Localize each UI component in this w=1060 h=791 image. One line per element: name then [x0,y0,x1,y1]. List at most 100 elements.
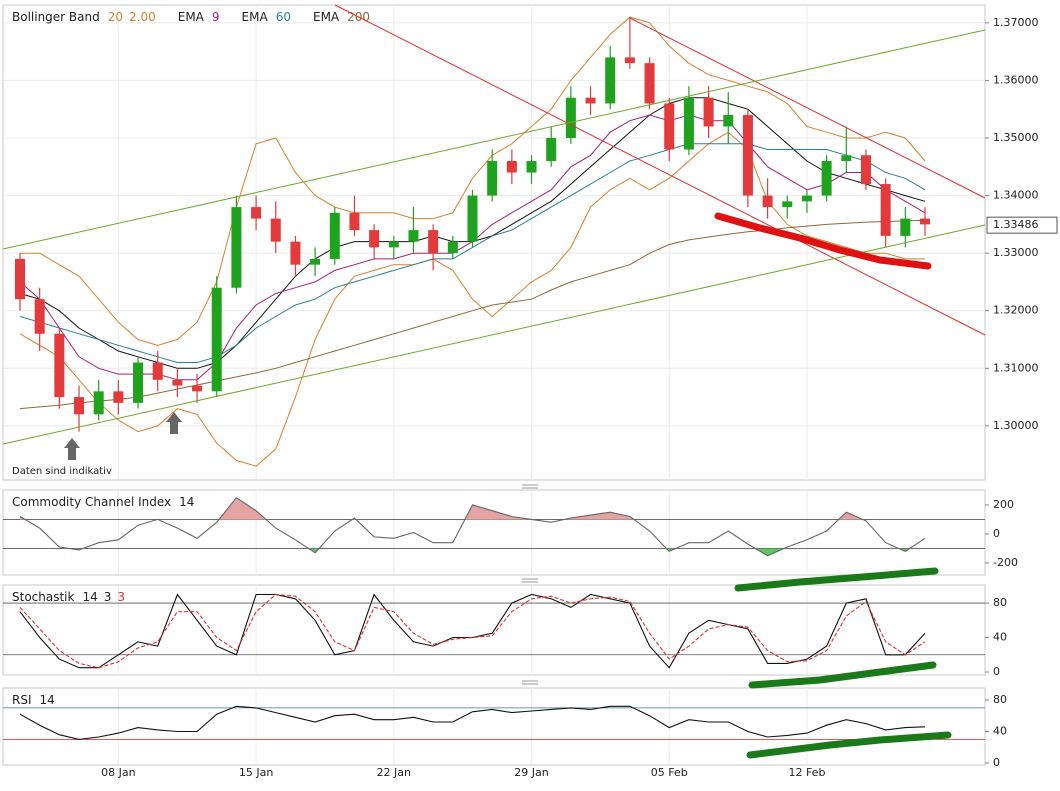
legend-param: 60 [276,10,291,24]
candle-body [211,287,222,392]
candle-body [231,207,242,288]
candle-body [821,161,832,196]
panel-frame [2,489,986,576]
y-tick-label: 1.31000 [993,361,1039,374]
y-tick-label: 0 [993,665,1000,678]
candle-body [113,391,124,403]
candle-body [428,230,439,254]
candle-body [34,299,45,334]
drawn-stroke [734,567,939,592]
candle-body [192,385,203,392]
candle-body [408,230,419,242]
candle-body [467,195,478,242]
candle-body [624,57,635,64]
legend-param: 14 [179,495,194,509]
y-tick-label: -200 [993,556,1018,569]
legend-name: EMA [313,10,340,24]
panel-frame [2,687,986,766]
candle-body [703,97,714,127]
indicator-line [19,705,926,740]
drawn-stroke [746,731,952,759]
y-tick-label: 0 [993,756,1000,769]
legend-param: 2.00 [129,10,156,24]
x-tick-label: 08 Jan [101,766,135,779]
candle-body [329,212,340,259]
y-tick-label: 200 [993,498,1014,511]
legend-title: Bollinger Band [12,10,100,24]
candle-body [369,230,380,248]
x-tick-label: 29 Jan [514,766,548,779]
legend: Stochastik 14 3 3 [12,590,125,604]
candle-body [585,97,596,104]
candle-body [762,195,773,208]
bollinger-lower [19,131,925,467]
candle-body [152,362,163,380]
candle-body [15,258,25,300]
y-tick-label: 80 [993,693,1007,706]
area-above [20,497,925,520]
candle-body [900,218,911,236]
candle-body [841,155,852,162]
candle-body [920,218,930,225]
trend-line [2,29,986,250]
candle-body [526,161,537,173]
note: Daten sind indikativ [12,466,112,477]
candle-body [310,258,321,265]
candle-body [388,241,399,248]
candle-body [172,379,183,386]
bollinger-upper [20,16,926,346]
legend-title: Stochastik [12,590,75,604]
y-tick-label: 1.37000 [993,16,1039,29]
candle-body [506,161,517,173]
candle-body [742,114,753,196]
candle-body [93,391,104,415]
x-tick-label: 15 Jan [239,766,273,779]
legend: RSI 14 [12,693,55,707]
candle-body [723,114,734,127]
legend-title: RSI [12,693,32,707]
legend-param: 9 [212,10,220,24]
y-tick-label: 0 [993,527,1000,540]
y-tick-label: 40 [993,631,1007,644]
legend-name: EMA [178,10,205,24]
indicator-line [19,593,926,669]
arrow [166,412,182,434]
drawn-stroke [748,661,937,689]
candle-body [644,63,655,104]
candle-body [447,241,458,254]
candle-body [860,155,871,185]
y-tick-label: 1.34000 [993,189,1039,202]
last-price-box [986,216,1058,234]
candle-body [782,201,793,208]
candle-body [251,207,262,219]
candle-body [487,161,498,196]
candle-body [801,195,812,202]
panel-frame [2,4,986,481]
legend: Commodity Channel Index 14 [12,495,194,509]
y-tick-label: 1.36000 [993,73,1039,86]
candle-body [605,57,616,104]
y-tick-label: 80 [993,596,1007,609]
x-tick-label: 05 Feb [651,766,688,779]
candle-body [349,212,360,231]
ema-line [19,143,926,363]
candle-body [290,241,301,265]
candle-body [683,97,694,150]
y-tick-label: 1.35000 [993,131,1039,144]
candle-body [133,362,144,403]
trend-line [629,17,986,199]
legend-param: 3 [117,590,125,604]
x-tick-label: 12 Feb [788,766,825,779]
arrow [64,438,80,460]
legend-param: 3 [104,590,112,604]
legend-param: 14 [82,590,97,604]
candle-body [546,138,557,162]
y-tick-label: 1.30000 [993,419,1039,432]
drawn-stroke [714,212,932,270]
indicator-line [19,496,926,557]
candle-body [880,184,891,236]
candle-body [270,218,281,242]
y-tick-label: 1.32000 [993,304,1039,317]
trend-line [2,224,986,445]
